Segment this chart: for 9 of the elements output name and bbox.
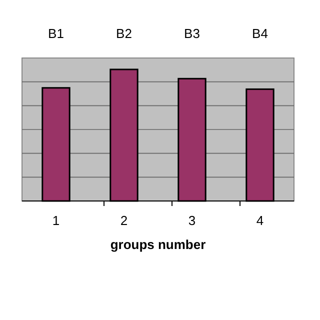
x-axis-title: groups number (110, 237, 206, 252)
text: B2 (116, 26, 132, 41)
text: B1 (48, 26, 64, 41)
text: B3 (184, 26, 200, 41)
x-tick-label: 3 (188, 213, 196, 228)
x-tick-label: 2 (120, 213, 128, 228)
text: B4 (252, 26, 268, 41)
x-tick-label: 4 (256, 213, 264, 228)
x-tick-label: 1 (52, 213, 60, 228)
